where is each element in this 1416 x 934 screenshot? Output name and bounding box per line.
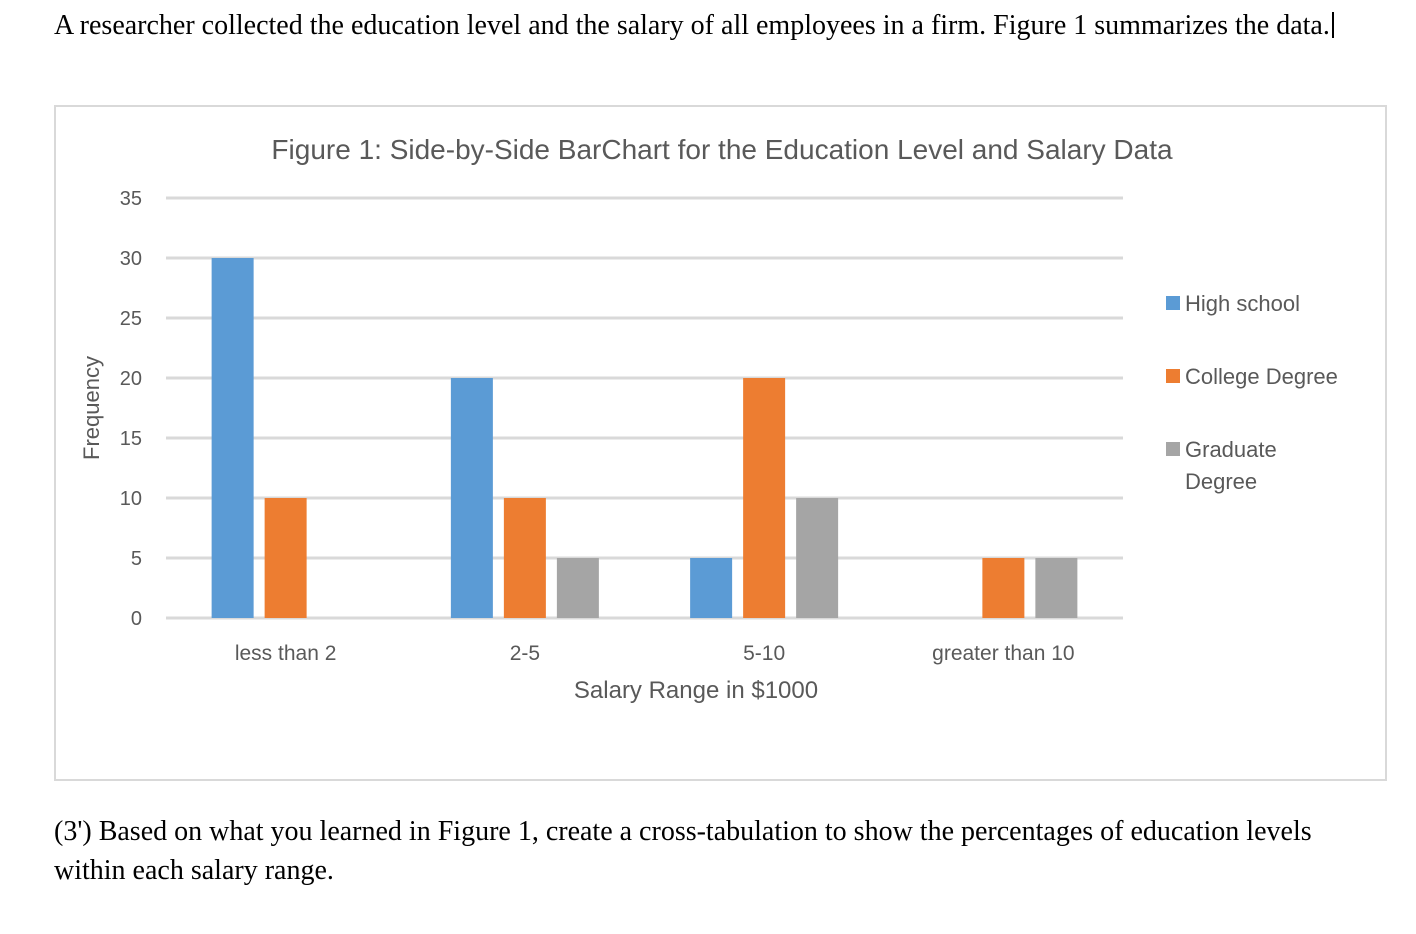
bar-2-1	[264, 498, 307, 618]
bar-1-2	[450, 378, 493, 618]
bar-2-4	[982, 558, 1025, 618]
bar-2-3	[743, 378, 786, 618]
text-cursor	[1331, 12, 1334, 38]
x-tick-label: 5-10	[743, 642, 785, 665]
legend-swatch	[1166, 296, 1180, 310]
y-tick-label: 30	[120, 248, 142, 270]
legend-swatch	[1166, 442, 1180, 456]
legend-label: Graduate	[1185, 437, 1277, 462]
bar-chart: Figure 1: Side-by-Side BarChart for the …	[79, 134, 1338, 704]
y-tick-label: 10	[120, 488, 142, 510]
intro-text: A researcher collected the education lev…	[54, 10, 1330, 41]
chart-frame: Figure 1: Side-by-Side BarChart for the …	[54, 105, 1387, 781]
question-paragraph: (3') Based on what you learned in Figure…	[54, 816, 1312, 886]
legend-label: High school	[1185, 291, 1300, 316]
y-axis-label: Frequency	[79, 356, 104, 460]
y-tick-label: 35	[120, 188, 142, 210]
y-tick-label: 5	[131, 548, 142, 570]
intro-paragraph: A researcher collected the education lev…	[54, 6, 1384, 45]
bars	[211, 258, 1078, 618]
bar-1-1	[211, 258, 254, 618]
y-tick-label: 0	[131, 608, 142, 630]
x-axis-label: Salary Range in $1000	[574, 677, 818, 704]
x-axis-ticks: less than 2 2-5 5-10 greater than 10	[235, 642, 1075, 665]
bar-3-3	[796, 498, 839, 618]
bar-1-3	[690, 558, 733, 618]
legend-label: Degree	[1185, 469, 1257, 494]
gridlines	[166, 196, 1123, 620]
x-tick-label: 2-5	[510, 642, 540, 665]
x-tick-label: greater than 10	[932, 642, 1074, 665]
legend-swatch	[1166, 369, 1180, 383]
y-tick-label: 20	[120, 368, 142, 390]
bar-2-2	[503, 498, 546, 618]
y-tick-label: 15	[120, 428, 142, 450]
chart-title: Figure 1: Side-by-Side BarChart for the …	[271, 134, 1173, 165]
x-tick-label: less than 2	[235, 642, 337, 665]
bar-3-4	[1035, 558, 1078, 618]
legend: High school College Degree Graduate Degree	[1166, 291, 1338, 494]
y-tick-label: 25	[120, 308, 142, 330]
bar-3-2	[556, 558, 599, 618]
y-axis-ticks: 0 5 10 15 20 25 30 35	[120, 188, 142, 630]
legend-label: College Degree	[1185, 364, 1338, 389]
